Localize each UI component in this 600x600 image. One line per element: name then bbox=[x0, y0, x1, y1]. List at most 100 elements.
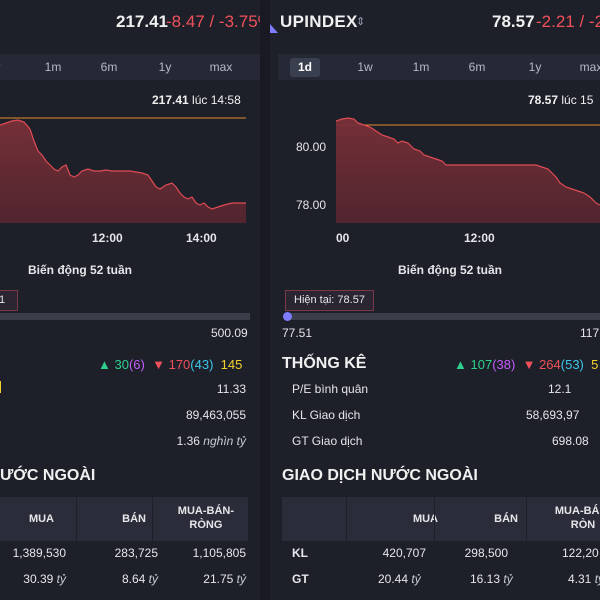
upindex-chart-info-time: lúc 15 bbox=[561, 93, 594, 107]
upindex-header: UPINDEX ⇕ 78.57 -2.21 / -2.7 bbox=[278, 0, 600, 44]
up-arrow-icon: ▲ bbox=[98, 357, 111, 372]
upindex-breadth: ▲ 107(38) ▼ 264(53) 5 bbox=[454, 357, 598, 372]
left-kl-sell: 283,725 bbox=[114, 546, 158, 560]
left-gt-buy: 30.39 tỷ bbox=[23, 572, 66, 586]
tab-1d[interactable]: 1d bbox=[290, 58, 320, 77]
up-arrow-icon: ▲ bbox=[454, 357, 467, 372]
upindex-panel: UPINDEX ⇕ 78.57 -2.21 / -2.7 1d 1w 1m 6m… bbox=[270, 0, 600, 600]
upindex-kl-net: 122,20 bbox=[562, 546, 599, 560]
left-kl-buy: 1,389,530 bbox=[12, 546, 66, 560]
upindex-chart-info: 78.57 lúc 15 bbox=[528, 93, 593, 107]
tab-1m[interactable]: 1m bbox=[412, 60, 430, 74]
upindex-floor-count: (53) bbox=[560, 357, 584, 372]
upindex-price-area bbox=[336, 118, 600, 223]
left-floor-count: (43) bbox=[190, 357, 214, 372]
upindex-gt-sell: 16.13 tỷ bbox=[470, 572, 513, 586]
left-decline-count: 170 bbox=[168, 357, 191, 372]
upindex-row-gt-label: GT bbox=[292, 572, 309, 586]
left-kl-net: 1,105,805 bbox=[192, 546, 246, 560]
upindex-range-high: 117 bbox=[580, 326, 600, 340]
upindex-intraday-chart bbox=[336, 117, 600, 223]
tab-1m[interactable]: 1m bbox=[44, 60, 62, 74]
left-header: 217.41 -8.47 / -3.75% bbox=[0, 0, 260, 44]
upindex-current-label: Hiện tại: 78.57 bbox=[285, 290, 374, 311]
left-index-panel: 217.41 -8.47 / -3.75% w 1m 6m 1y max 217… bbox=[0, 0, 260, 600]
upindex-pe-value: 12.1 bbox=[548, 382, 572, 396]
upindex-advance-count: 107 bbox=[470, 357, 493, 372]
upindex-row-kl-label: KL bbox=[292, 546, 308, 560]
down-arrow-icon: ▼ bbox=[522, 357, 536, 372]
left-chart-info: 217.41 lúc 14:58 bbox=[152, 93, 241, 107]
left-foreign-table-header: MUA BÁN MUA-BÁN- RÒNG bbox=[0, 497, 248, 541]
left-index-price: 217.41 bbox=[116, 12, 168, 31]
tab-1y[interactable]: 1y bbox=[528, 60, 542, 74]
left-pe-value: 11.33 bbox=[216, 382, 246, 396]
upindex-change: -2.21 / -2.7 bbox=[536, 12, 600, 31]
upindex-ceiling-count: (38) bbox=[492, 357, 516, 372]
upindex-th-net: MUA-BÁN- RÒN bbox=[554, 505, 600, 531]
upindex-range-low: 77.51 bbox=[282, 326, 313, 340]
left-chart-info-time: lúc 14:58 bbox=[192, 93, 241, 107]
tab-1w[interactable]: 1w bbox=[357, 60, 373, 74]
upindex-volume-value: 58,693,97 bbox=[526, 408, 580, 422]
left-range-high: 500.09 bbox=[211, 326, 248, 340]
upindex-gt-net: 4.31 tỷ bbox=[568, 572, 600, 586]
upindex-52week-range-bar bbox=[284, 313, 600, 320]
down-arrow-icon: ▼ bbox=[152, 357, 165, 372]
upindex-foreign-title: GIAO DỊCH NƯỚC NGOÀI bbox=[282, 467, 478, 484]
left-chart-info-value: 217.41 bbox=[152, 93, 189, 107]
left-52week-range-bar bbox=[0, 313, 250, 320]
left-unchanged-count: 145 bbox=[220, 357, 243, 372]
upindex-current-marker bbox=[283, 312, 292, 321]
upindex-title[interactable]: UPINDEX bbox=[280, 12, 358, 31]
left-gt-net: 21.75 tỷ bbox=[203, 572, 246, 586]
upindex-52week-title: Biến động 52 tuần bbox=[398, 263, 503, 277]
upindex-kl-sell: 298,500 bbox=[464, 546, 508, 560]
upindex-th-sell: BÁN bbox=[494, 513, 518, 525]
left-th-sell: BÁN bbox=[122, 513, 146, 525]
upindex-gt-buy: 20.44 tỷ bbox=[378, 572, 421, 586]
tab-6m[interactable]: 6m bbox=[468, 60, 486, 74]
upindex-turnover-label: GT Giao dịch bbox=[292, 434, 363, 448]
left-52week-title: Biến động 52 tuần bbox=[28, 263, 133, 277]
left-turnover-value: 1.36 nghìn tỷ bbox=[176, 434, 246, 448]
upindex-stats-title: THỐNG KÊ bbox=[282, 355, 367, 372]
left-x-tick-14: 14:00 bbox=[186, 231, 217, 245]
left-intraday-chart bbox=[0, 117, 246, 223]
upindex-price: 78.57 bbox=[492, 12, 535, 31]
tab-max[interactable]: max bbox=[579, 60, 600, 74]
left-foreign-title: ƯỚC NGOÀI bbox=[0, 467, 96, 484]
upindex-pe-label: P/E bình quân bbox=[292, 382, 369, 396]
upindex-kl-buy: 420,707 bbox=[382, 546, 426, 560]
upindex-th-buy: MUA bbox=[412, 513, 438, 525]
left-current-label: 1 bbox=[0, 290, 18, 311]
left-index-change: -8.47 / -3.75% bbox=[166, 12, 260, 31]
tab-6m[interactable]: 6m bbox=[100, 60, 118, 74]
upindex-period-tabs: 1d 1w 1m 6m 1y max bbox=[278, 54, 600, 80]
left-gt-sell: 8.64 tỷ bbox=[121, 572, 158, 586]
upindex-turnover-value: 698.08 bbox=[552, 434, 589, 448]
upindex-y-tick-78: 78.00 bbox=[296, 198, 327, 212]
upindex-chart-info-value: 78.57 bbox=[528, 93, 559, 107]
corner-marker-icon bbox=[270, 24, 278, 33]
left-breadth: ▲ 30(6) ▼ 170(43) 145 bbox=[98, 357, 242, 372]
tab-1y[interactable]: 1y bbox=[158, 60, 172, 74]
tab-max[interactable]: max bbox=[209, 60, 233, 74]
left-advance-count: 30 bbox=[114, 357, 129, 372]
left-th-buy: MUA bbox=[28, 513, 54, 525]
left-x-tick-12: 12:00 bbox=[92, 231, 123, 245]
tab-1w[interactable]: w bbox=[0, 58, 4, 77]
upindex-x-tick-12: 12:00 bbox=[464, 231, 495, 245]
upindex-volume-label: KL Giao dịch bbox=[292, 408, 361, 422]
sort-arrows-icon[interactable]: ⇕ bbox=[356, 16, 366, 28]
left-period-tabs: w 1m 6m 1y max bbox=[0, 54, 260, 80]
upindex-foreign-table-header: MUA BÁN MUA-BÁN- RÒN bbox=[282, 497, 600, 541]
left-price-line bbox=[0, 119, 246, 210]
upindex-unchanged-count: 5 bbox=[591, 357, 599, 372]
upindex-x-tick-00: 00 bbox=[336, 231, 350, 245]
upindex-decline-count: 264 bbox=[539, 357, 561, 372]
left-unchanged-marker bbox=[0, 381, 1, 393]
left-th-net: MUA-BÁN- RÒNG bbox=[177, 505, 234, 531]
upindex-price-line bbox=[336, 117, 600, 206]
upindex-y-tick-80: 80.00 bbox=[296, 140, 327, 154]
